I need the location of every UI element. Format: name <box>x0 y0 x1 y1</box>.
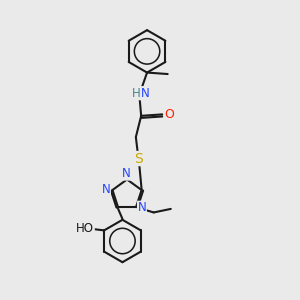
Text: N: N <box>102 183 110 196</box>
Text: N: N <box>122 167 131 180</box>
Text: N: N <box>141 87 149 100</box>
Text: S: S <box>134 152 143 166</box>
Text: H: H <box>132 87 140 100</box>
Text: O: O <box>164 108 174 121</box>
Text: N: N <box>137 201 146 214</box>
Text: HO: HO <box>76 222 94 236</box>
